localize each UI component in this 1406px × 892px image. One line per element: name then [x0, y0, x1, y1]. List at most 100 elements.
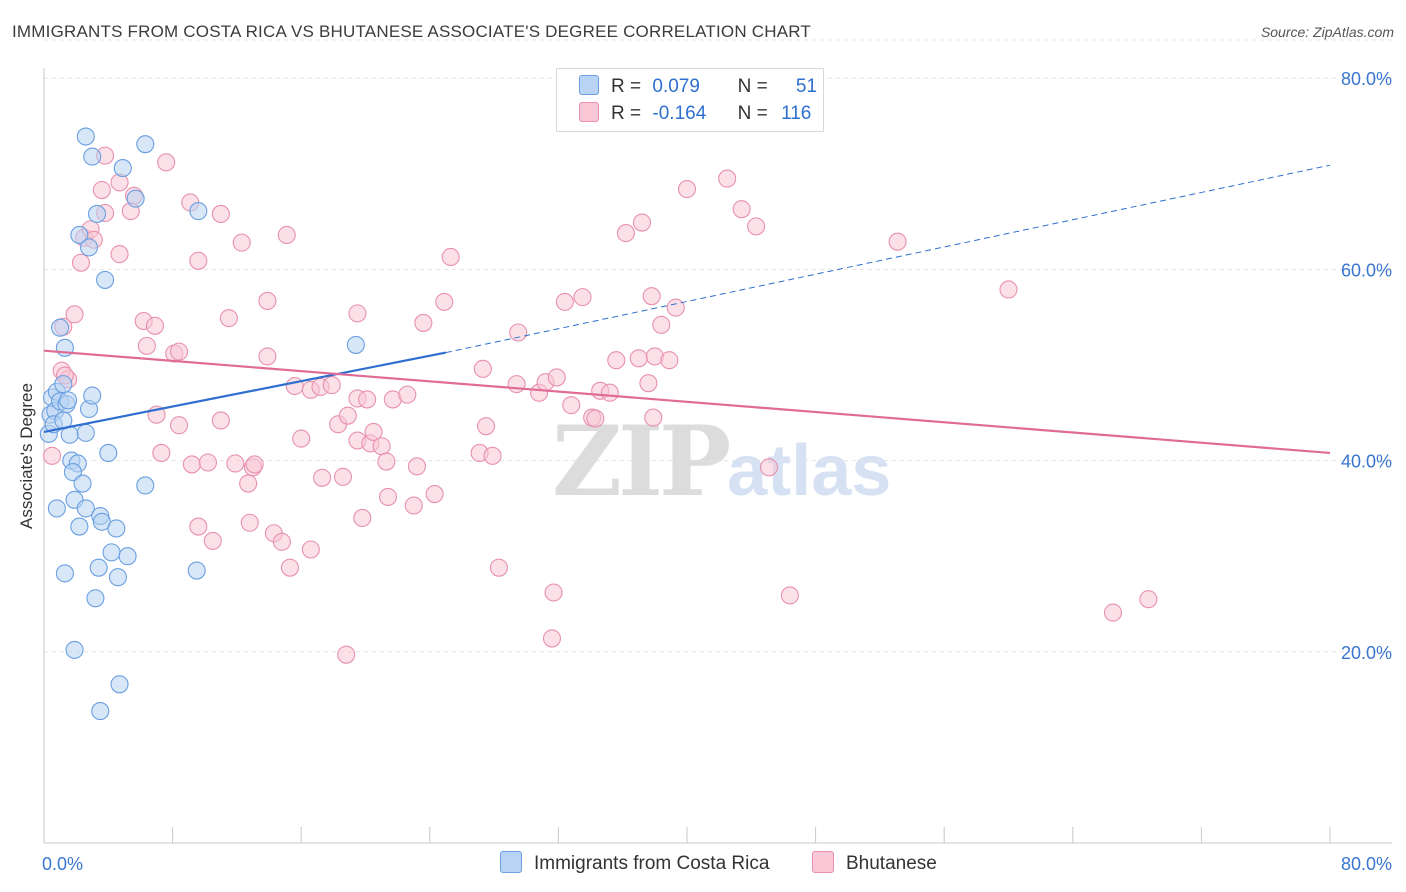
point-costa-rica-25 — [89, 558, 108, 577]
point-bhutanese-36 — [198, 453, 218, 472]
point-bhutanese-45 — [272, 532, 291, 551]
point-costa-rica-41 — [113, 159, 132, 178]
point-bhutanese-28 — [169, 342, 189, 361]
point-bhutanese-106 — [759, 458, 779, 477]
legend-r-value-2: -0.164 — [652, 103, 707, 124]
point-bhutanese-83 — [547, 368, 566, 387]
point-bhutanese-102 — [677, 180, 697, 199]
point-bhutanese-94 — [660, 351, 679, 370]
point-bhutanese-19 — [189, 251, 208, 270]
legend-n-value-2: 116 — [781, 103, 812, 124]
y-tick-label-60: 60.0% — [1341, 260, 1392, 280]
y-tick-label-40: 40.0% — [1341, 452, 1392, 472]
point-bhutanese-84 — [555, 292, 574, 311]
point-bhutanese-113 — [544, 583, 563, 602]
watermark-atlas: atlas — [727, 431, 892, 511]
point-bhutanese-69 — [404, 496, 423, 515]
point-bhutanese-104 — [732, 200, 751, 219]
point-bhutanese-70 — [425, 485, 444, 504]
point-bhutanese-80 — [509, 323, 528, 342]
point-bhutanese-97 — [666, 298, 685, 317]
point-bhutanese-74 — [348, 304, 367, 323]
point-costa-rica-43 — [189, 202, 208, 221]
point-bhutanese-21 — [277, 225, 296, 245]
point-bhutanese-92 — [629, 349, 648, 368]
point-bhutanese-46 — [301, 540, 320, 559]
chart-title: IMMIGRANTS FROM COSTA RICA VS BHUTANESE … — [12, 22, 811, 41]
point-bhutanese-75 — [473, 359, 492, 378]
trendline-bhutanese — [43, 349, 1331, 455]
legend-n-value-1: 51 — [795, 76, 818, 97]
point-bhutanese-111 — [1139, 590, 1158, 609]
point-bhutanese-88 — [600, 383, 619, 402]
point-costa-rica-50 — [59, 391, 78, 410]
point-bhutanese-4 — [65, 305, 84, 324]
legend-item-costa-rica[interactable]: Immigrants from Costa Rica — [500, 851, 769, 875]
point-bhutanese-101 — [644, 408, 663, 427]
point-costa-rica-29 — [86, 589, 105, 608]
point-bhutanese-73 — [441, 247, 460, 267]
legend-label-costa-rica: Immigrants from Costa Rica — [534, 853, 770, 874]
point-costa-rica-15 — [73, 474, 92, 493]
point-costa-rica-38 — [76, 127, 95, 146]
point-bhutanese-90 — [586, 409, 605, 428]
point-bhutanese-26 — [137, 336, 156, 355]
point-bhutanese-114 — [542, 629, 562, 648]
point-bhutanese-103 — [718, 169, 737, 188]
point-costa-rica-46 — [79, 238, 99, 257]
point-bhutanese-33 — [211, 411, 230, 430]
point-costa-rica-45 — [70, 225, 89, 245]
legend-row-costa-rica: R = 0.079 N = 51 — [579, 75, 817, 99]
legend-swatch-pink — [812, 851, 834, 873]
point-bhutanese-66 — [398, 385, 417, 404]
point-bhutanese-115 — [337, 645, 356, 664]
point-costa-rica-42 — [126, 189, 145, 208]
point-costa-rica-47 — [96, 270, 115, 289]
point-bhutanese-64 — [358, 390, 377, 409]
point-bhutanese-23 — [219, 309, 238, 328]
point-bhutanese-47 — [280, 558, 299, 577]
point-bhutanese-0 — [42, 446, 62, 465]
point-bhutanese-112 — [489, 558, 508, 577]
point-costa-rica-17 — [47, 499, 66, 518]
point-bhutanese-98 — [616, 224, 635, 243]
point-bhutanese-99 — [632, 213, 652, 232]
point-bhutanese-10 — [92, 181, 111, 200]
point-bhutanese-59 — [353, 508, 372, 528]
legend-r-label: R = — [611, 76, 642, 97]
point-bhutanese-51 — [322, 376, 341, 395]
point-costa-rica-27 — [108, 568, 127, 587]
point-bhutanese-18 — [211, 204, 230, 224]
point-costa-rica-35 — [83, 386, 102, 405]
point-bhutanese-95 — [639, 374, 658, 393]
point-bhutanese-53 — [338, 406, 357, 425]
watermark: ZIPatlas — [552, 405, 891, 518]
source-credit: Source: ZipAtlas.com — [1260, 24, 1394, 40]
point-bhutanese-68 — [378, 487, 398, 506]
point-bhutanese-29 — [258, 347, 277, 366]
legend-item-bhutanese[interactable]: Bhutanese — [812, 851, 937, 875]
point-costa-rica-18 — [76, 499, 95, 518]
point-bhutanese-39 — [245, 455, 264, 474]
point-costa-rica-32 — [91, 702, 110, 721]
watermark-zip: ZIP — [552, 405, 731, 518]
point-costa-rica-48 — [346, 335, 365, 354]
point-costa-rica-23 — [102, 543, 121, 562]
point-costa-rica-9 — [51, 318, 70, 337]
point-bhutanese-107 — [780, 586, 799, 605]
legend-n-label: N = — [737, 76, 768, 97]
point-bhutanese-32 — [169, 416, 189, 435]
legend-label-bhutanese: Bhutanese — [846, 853, 937, 874]
legend-n-label: N = — [737, 103, 768, 124]
y-tick-label-20: 20.0% — [1341, 643, 1392, 663]
point-costa-rica-40 — [83, 147, 102, 166]
legend-row-bhutanese: R = -0.164 N = 116 — [579, 102, 817, 126]
series-legend: Immigrants from Costa Rica Bhutanese — [0, 851, 1406, 877]
point-bhutanese-57 — [313, 468, 332, 487]
point-costa-rica-28 — [187, 561, 206, 580]
point-bhutanese-37 — [226, 454, 245, 473]
point-costa-rica-39 — [136, 135, 155, 154]
point-bhutanese-71 — [414, 313, 433, 332]
point-bhutanese-56 — [292, 429, 311, 448]
point-bhutanese-41 — [189, 517, 208, 536]
